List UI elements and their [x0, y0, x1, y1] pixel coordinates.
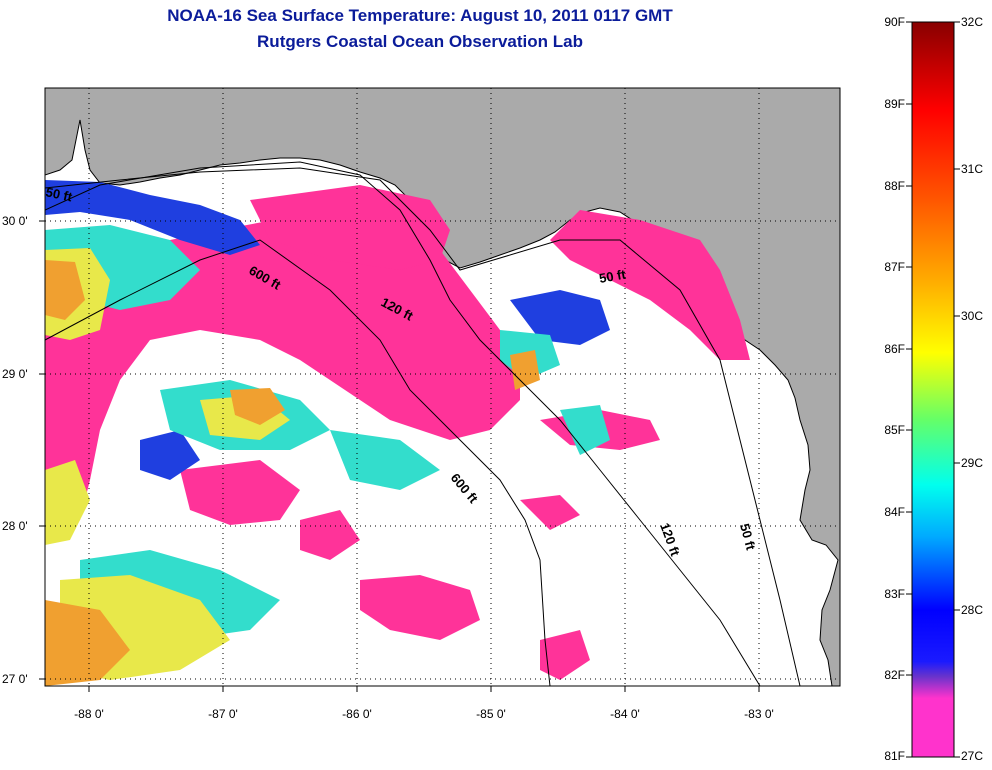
colorbar-f-label: 84F — [884, 505, 905, 519]
colorbar-ticks — [906, 21, 960, 758]
axis-ticks — [39, 220, 760, 692]
longitude-label: -85 0' — [476, 707, 506, 721]
colorbar-f-label: 81F — [884, 749, 905, 763]
colorbar-f-label: 88F — [884, 179, 905, 193]
map-subtitle: Rutgers Coastal Ocean Observation Lab — [257, 32, 583, 51]
colorbar-f-label: 86F — [884, 342, 905, 356]
colorbar-fahrenheit-labels: 90F 89F 88F 87F 86F 85F 84F 83F 82F 81F — [884, 15, 905, 763]
longitude-label: -88 0' — [74, 707, 104, 721]
map-area: 50 ft 600 ft 120 ft 50 ft 600 ft 120 ft … — [44, 88, 840, 686]
longitude-label: -86 0' — [342, 707, 372, 721]
latitude-label: 29 0' — [2, 367, 28, 381]
longitude-label: -87 0' — [208, 707, 238, 721]
colorbar: 90F 89F 88F 87F 86F 85F 84F 83F 82F 81F … — [884, 15, 983, 763]
isobath-50ft-line — [45, 167, 801, 686]
latitude-labels: 30 0' 29 0' 28 0' 27 0' — [2, 214, 28, 686]
colorbar-f-label: 89F — [884, 97, 905, 111]
sst-cool-region — [45, 180, 610, 480]
isobath-label: 50 ft — [598, 266, 628, 286]
latitude-label: 27 0' — [2, 672, 28, 686]
isobath-600ft-line — [45, 239, 551, 686]
colorbar-f-label: 85F — [884, 423, 905, 437]
colorbar-f-label: 87F — [884, 260, 905, 274]
colorbar-c-label: 27C — [961, 749, 983, 763]
colorbar-celsius-labels: 32C 31C 30C 29C 28C 27C — [961, 15, 983, 763]
land-mass — [45, 88, 840, 686]
colorbar-c-label: 29C — [961, 456, 983, 470]
isobath-label: 50 ft — [737, 522, 759, 552]
colorbar-gradient — [911, 21, 955, 758]
longitude-label: -84 0' — [610, 707, 640, 721]
colorbar-f-label: 83F — [884, 587, 905, 601]
colorbar-c-label: 28C — [961, 603, 983, 617]
latitude-label: 28 0' — [2, 519, 28, 533]
longitude-label: -83 0' — [744, 707, 774, 721]
map-title: NOAA-16 Sea Surface Temperature: August … — [167, 6, 673, 25]
colorbar-c-label: 32C — [961, 15, 983, 29]
sst-hot-region — [45, 260, 540, 686]
latitude-label: 30 0' — [2, 214, 28, 228]
colorbar-f-label: 90F — [884, 15, 905, 29]
colorbar-f-label: 82F — [884, 668, 905, 682]
longitude-labels: -88 0' -87 0' -86 0' -85 0' -84 0' -83 0… — [74, 707, 774, 721]
map-frame — [44, 87, 841, 687]
isobath-label: 50 ft — [44, 184, 74, 204]
isobath-120ft-line — [45, 161, 761, 686]
isobath-contours — [45, 161, 801, 686]
colorbar-c-label: 31C — [961, 162, 983, 176]
colorbar-c-label: 30C — [961, 309, 983, 323]
